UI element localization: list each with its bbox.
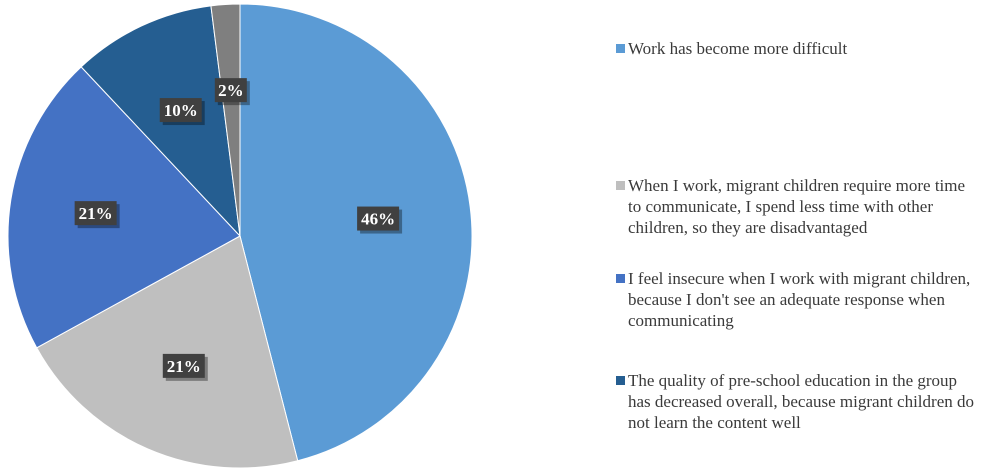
- svg-text:2%: 2%: [218, 81, 244, 100]
- legend-item-work-more-difficult: Work has become more difficult: [616, 38, 976, 59]
- pie-slice: [7, 66, 241, 349]
- data-label: 21%: [74, 201, 120, 229]
- legend-label: Work has become more difficult: [628, 39, 848, 58]
- legend-item-quality-decreased: The quality of pre-school education in t…: [616, 370, 976, 433]
- legend-swatch-dark-blue: [616, 376, 625, 385]
- legend-label: I feel insecure when I work with migrant…: [628, 269, 971, 330]
- pie-slice: [239, 3, 473, 462]
- legend-label: When I work, migrant children require mo…: [628, 176, 966, 237]
- pie-chart: 46% 21% 21% 10% 2%: [7, 3, 473, 469]
- legend-swatch-gray: [616, 181, 625, 190]
- pie-slice: [36, 235, 299, 469]
- legend: Work has become more difficult When I wo…: [616, 0, 984, 471]
- data-label: 2%: [214, 78, 250, 106]
- svg-text:21%: 21%: [167, 357, 201, 376]
- data-label: 21%: [162, 353, 208, 381]
- svg-text:10%: 10%: [164, 101, 198, 120]
- legend-item-insecure: I feel insecure when I work with migrant…: [616, 268, 976, 331]
- svg-text:21%: 21%: [79, 204, 113, 223]
- legend-item-more-time: When I work, migrant children require mo…: [616, 175, 976, 238]
- data-label: 10%: [159, 98, 205, 126]
- data-label: 46%: [357, 206, 403, 234]
- legend-label: The quality of pre-school education in t…: [628, 371, 974, 432]
- svg-text:46%: 46%: [361, 210, 395, 229]
- legend-swatch-mid-blue: [616, 274, 625, 283]
- pie-slice: [210, 3, 241, 237]
- legend-swatch-blue: [616, 44, 625, 53]
